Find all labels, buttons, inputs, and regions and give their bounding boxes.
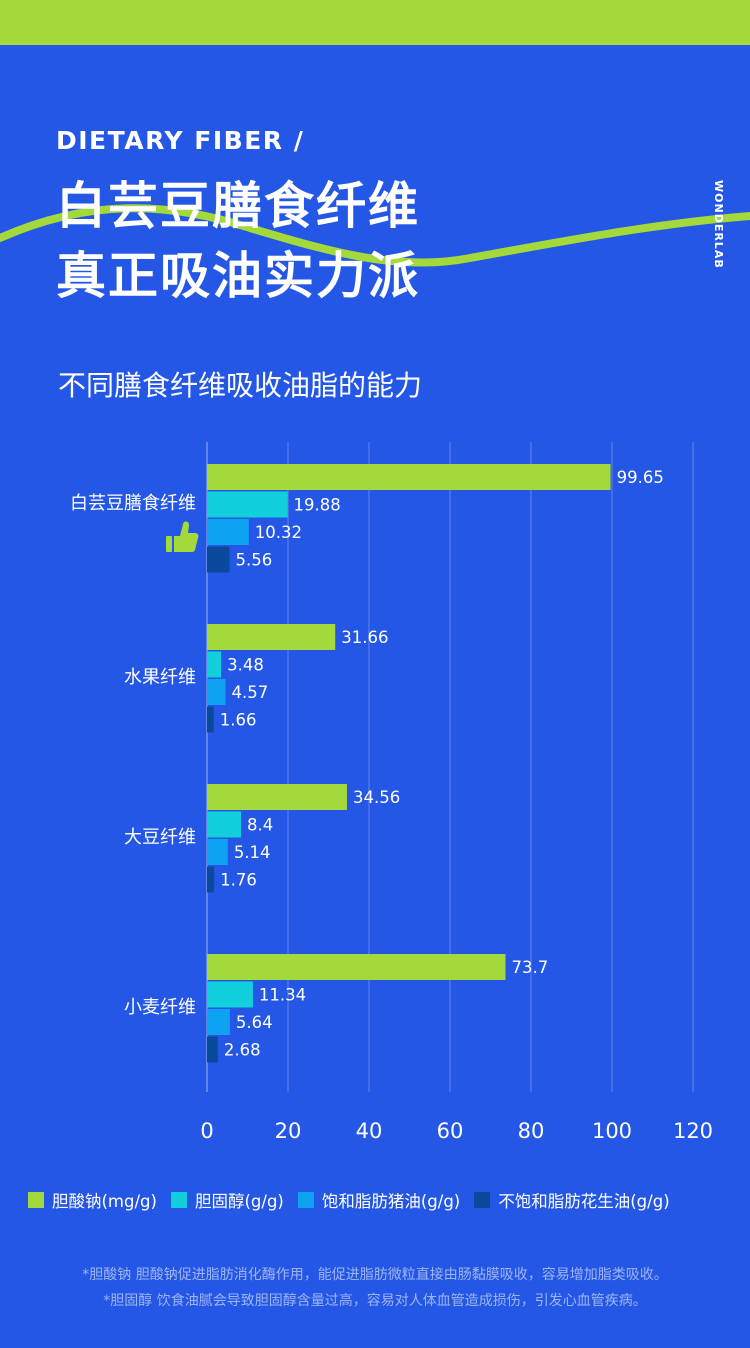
x-tick-label: 40	[356, 1119, 383, 1143]
bar-value-label: 1.66	[220, 711, 257, 730]
legend-label: 不饱和脂肪花生油(g/g)	[498, 1192, 670, 1211]
bar-value-label: 73.7	[511, 958, 548, 977]
bar	[207, 811, 242, 838]
bar	[207, 519, 249, 545]
legend-swatch	[170, 1192, 187, 1208]
bar	[207, 981, 253, 1008]
category-label: 白芸豆膳食纤维	[70, 493, 196, 514]
bar	[207, 651, 222, 678]
bar	[207, 839, 228, 865]
brand-wordmark: WONDERLAB	[712, 180, 725, 269]
thumbs-up-icon	[166, 521, 199, 552]
legend-item: 饱和脂肪猪油(g/g)	[297, 1188, 461, 1212]
bar-value-label: 99.65	[617, 468, 664, 487]
bar-value-label: 10.32	[255, 523, 302, 542]
legend-label: 饱和脂肪猪油(g/g)	[321, 1192, 461, 1211]
x-tick-label: 0	[200, 1119, 213, 1143]
eyebrow-text: DIETARY FIBER /	[56, 126, 305, 155]
chart-title: 不同膳食纤维吸收油脂的能力	[58, 369, 423, 402]
x-tick-label: 60	[437, 1119, 464, 1143]
x-tick-label: 120	[673, 1119, 713, 1143]
legend-item: 不饱和脂肪花生油(g/g)	[474, 1188, 670, 1212]
legend-label: 胆酸钠(mg/g)	[52, 1192, 157, 1211]
headline-line-1: 白芸豆膳食纤维	[56, 177, 420, 235]
bar	[207, 464, 611, 490]
bar-value-label: 31.66	[341, 628, 388, 647]
category-label: 小麦纤维	[124, 997, 196, 1018]
bar-value-label: 4.57	[232, 683, 269, 702]
bar-value-label: 2.68	[224, 1041, 261, 1060]
bar-value-label: 11.34	[259, 986, 306, 1005]
headline-line-2: 真正吸油实力派	[56, 247, 420, 305]
bar	[207, 706, 214, 733]
legend-swatch	[297, 1192, 314, 1208]
bar-value-label: 5.56	[236, 551, 273, 570]
bar	[207, 866, 215, 893]
category-label: 大豆纤维	[124, 827, 196, 848]
legend-item: 胆固醇(g/g)	[170, 1188, 284, 1212]
bar-value-label: 1.76	[220, 871, 257, 890]
bar	[207, 1009, 230, 1035]
x-tick-label: 20	[275, 1119, 302, 1143]
legend-swatch	[474, 1192, 491, 1208]
bar	[207, 491, 288, 518]
bar-value-label: 3.48	[227, 656, 264, 675]
legend-item: 胆酸钠(mg/g)	[28, 1188, 157, 1212]
bar-value-label: 34.56	[353, 788, 400, 807]
bar	[207, 546, 230, 573]
bar-value-label: 5.14	[234, 843, 271, 862]
bar	[207, 679, 226, 705]
x-tick-label: 80	[518, 1119, 545, 1143]
footnote-bile-salt: *胆酸钠 胆酸钠促进脂肪消化酶作用，能促进脂肪微粒直接由肠黏膜吸收，容易增加脂类…	[82, 1267, 668, 1283]
legend-label: 胆固醇(g/g)	[194, 1192, 284, 1211]
bar-value-label: 8.4	[247, 816, 273, 835]
legend-swatch	[28, 1192, 44, 1208]
footnotes: *胆酸钠 胆酸钠促进脂肪消化酶作用，能促进脂肪微粒直接由肠黏膜吸收，容易增加脂类…	[0, 1262, 750, 1314]
bar-chart: 0 20 40 60 80 100 120 99.65 19.88 10.32 5.56 白芸豆膳食纤…	[70, 442, 713, 1143]
decorative-wave	[0, 204, 750, 267]
category-label: 水果纤维	[124, 667, 196, 688]
bar	[207, 1036, 218, 1063]
bar-value-label: 19.88	[294, 496, 341, 515]
bar	[207, 784, 347, 810]
bar-value-label: 5.64	[236, 1013, 273, 1032]
chart-legend: 胆酸钠(mg/g) 胆固醇(g/g) 饱和脂肪猪油(g/g) 不饱和脂肪花生油(g/g…	[28, 1188, 738, 1212]
bar	[207, 954, 506, 980]
top-accent-bar	[0, 0, 750, 45]
bar	[207, 624, 336, 650]
footnote-cholesterol: *胆固醇 饮食油腻会导致胆固醇含量过高，容易对人体血管造成损伤，引发心血管疾病。	[103, 1293, 647, 1309]
x-tick-label: 100	[592, 1119, 632, 1143]
